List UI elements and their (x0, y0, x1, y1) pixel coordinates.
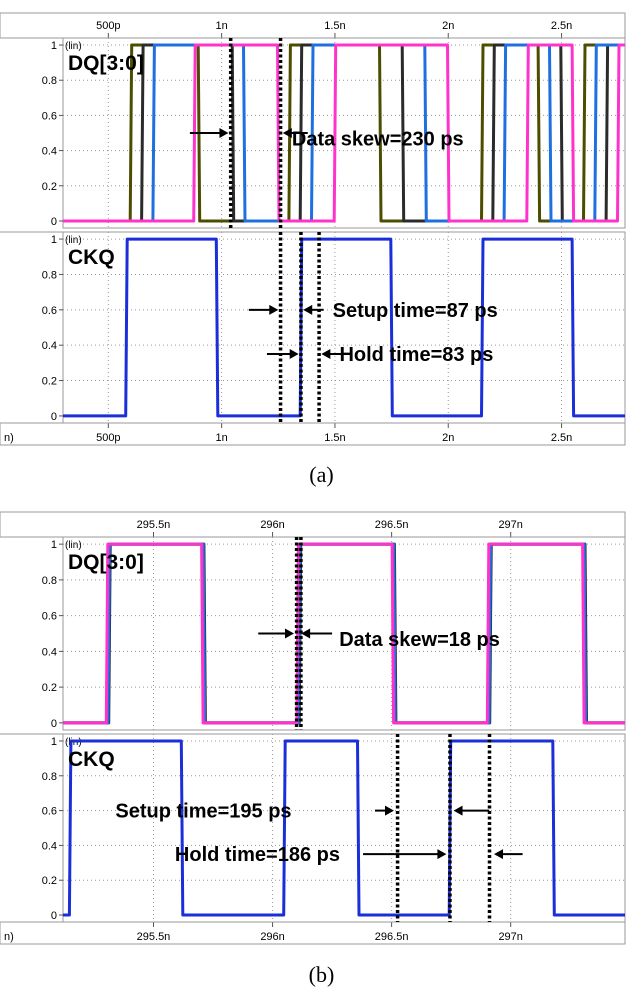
y-tick-label: 1 (51, 736, 57, 748)
timing-annotation: Setup time=87 ps (333, 300, 498, 322)
caption-b: (b) (308, 962, 335, 987)
y-tick-label: 0.2 (42, 181, 57, 193)
y-tick-label: 0.6 (42, 110, 57, 122)
plot-area-ckq (62, 231, 626, 424)
timing-arrow-head (453, 805, 463, 816)
y-tick-label: 1 (51, 234, 57, 246)
x-tick-label-top: 500p (96, 20, 120, 32)
x-tick-label-top: 2.5n (551, 20, 572, 32)
x-tick-label-top: 295.5n (137, 519, 171, 531)
timing-arrow-head (284, 628, 294, 639)
x-tick-label-bottom: 1.5n (324, 432, 345, 444)
plot-area-dq (62, 536, 626, 731)
ckq-panel-label: CKQ (68, 246, 115, 269)
timing-arrow-head (494, 849, 504, 860)
y-tick-label: 0.6 (42, 611, 57, 623)
y-tick-label: 0 (51, 718, 57, 730)
timing-arrow-head (219, 128, 229, 138)
y-unit-label: (lin) (65, 540, 82, 551)
timing-annotation: Data skew=18 ps (339, 629, 500, 651)
x-tick-label-bottom: 1n (216, 432, 228, 444)
y-tick-label: 0.2 (42, 875, 57, 887)
y-tick-label: 0.4 (42, 646, 57, 658)
y-tick-label: 0.4 (42, 840, 57, 852)
y-tick-label: 0.8 (42, 75, 57, 87)
x-tick-label-bottom: 500p (96, 432, 120, 444)
x-tick-label-bottom: 296n (260, 931, 284, 943)
timing-arrow-head (437, 849, 447, 860)
timing-arrow-head (385, 805, 395, 816)
timing-arrow-head (269, 304, 279, 315)
y-tick-label: 0.6 (42, 806, 57, 818)
y-tick-label: 0.4 (42, 340, 57, 352)
y-tick-label: 1 (51, 40, 57, 52)
x-tick-label-top: 297n (498, 519, 522, 531)
timing-arrow-head (303, 304, 313, 315)
timing-arrow-head (289, 349, 299, 360)
y-tick-label: 0.6 (42, 305, 57, 317)
timing-annotation: Setup time=195 ps (115, 801, 291, 823)
y-tick-label: 0.8 (42, 575, 57, 587)
timing-arrow-head (282, 128, 292, 138)
timing-annotation: Data skew=230 ps (292, 128, 464, 150)
top-axis-strip (0, 511, 626, 538)
x-tick-label-bottom: 297n (498, 931, 522, 943)
plot-area-dq (62, 37, 626, 229)
x-tick-label-bottom: 2n (442, 432, 454, 444)
timing-arrow-head (301, 628, 311, 639)
ckq-panel-label: CKQ (68, 748, 115, 771)
x-tick-label-bottom: 296.5n (375, 931, 409, 943)
dq-waveform-series-3 (63, 43, 625, 223)
x-tick-label-bottom: 2.5n (551, 432, 572, 444)
y-unit-label: (lin) (65, 235, 82, 246)
x-tick-label-top: 1n (216, 20, 228, 32)
y-tick-label: 0.8 (42, 269, 57, 281)
ckq-waveform-series-0 (63, 739, 625, 917)
x-tick-label-top: 2n (442, 20, 454, 32)
y-tick-label: 1 (51, 539, 57, 551)
x-tick-label-top: 296.5n (375, 519, 409, 531)
dq-panel-label: DQ[3:0] (68, 551, 144, 574)
y-tick-label: 0 (51, 216, 57, 228)
x-tick-label-top: 296n (260, 519, 284, 531)
bottom-axis-strip (0, 921, 626, 945)
timing-arrow-head (321, 349, 331, 360)
dq-panel-label: DQ[3:0] (68, 52, 144, 75)
x-axis-stub-label: n) (4, 432, 14, 444)
ckq-waveform-series-0 (63, 237, 625, 418)
x-tick-label-top: 1.5n (324, 20, 345, 32)
timing-annotation: Hold time=83 ps (339, 344, 493, 366)
y-unit-label: (lin) (65, 41, 82, 52)
x-axis-stub-label: n) (4, 931, 14, 943)
y-tick-label: 0.2 (42, 376, 57, 388)
timing-annotation: Hold time=186 ps (175, 844, 340, 866)
dq-waveform-series-3 (63, 542, 625, 725)
plot-area-ckq (62, 733, 626, 923)
y-tick-label: 0 (51, 910, 57, 922)
caption-a: (a) (309, 462, 334, 487)
x-tick-label-bottom: 295.5n (137, 931, 171, 943)
bottom-axis-strip (0, 422, 626, 446)
y-tick-label: 0.8 (42, 771, 57, 783)
top-axis-strip (0, 12, 626, 39)
y-tick-label: 0.2 (42, 682, 57, 694)
y-tick-label: 0.4 (42, 146, 57, 158)
y-tick-label: 0 (51, 411, 57, 423)
